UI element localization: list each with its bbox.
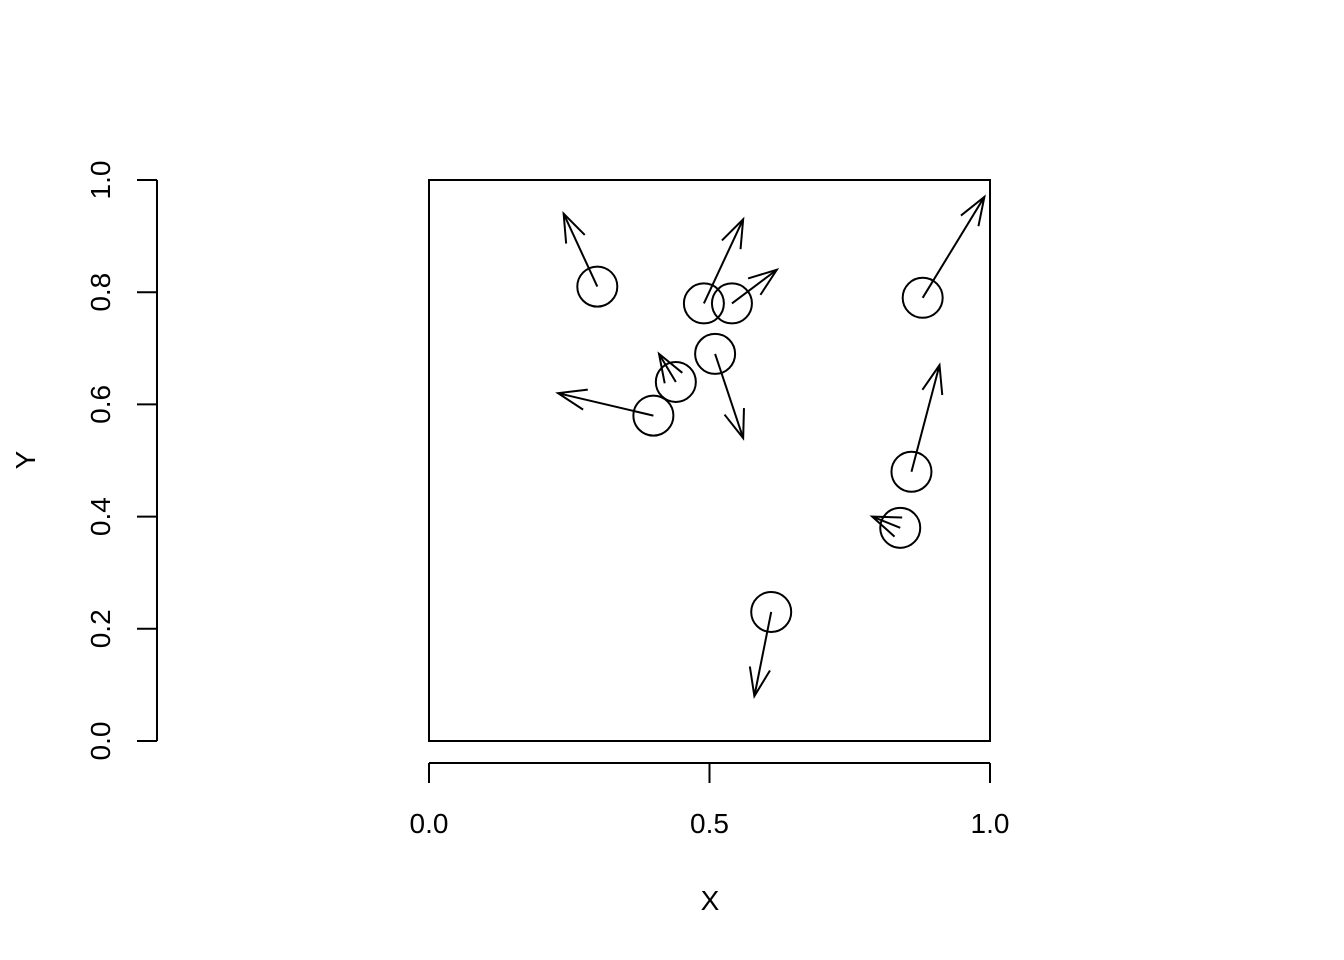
x-axis-title: X	[701, 885, 720, 916]
point-circle	[750, 590, 793, 633]
point-circle	[901, 276, 944, 319]
y-tick-label: 0.0	[85, 722, 116, 761]
arrow-head	[921, 362, 944, 396]
vector-arrow	[702, 218, 745, 304]
x-axis: 0.0 0.5 1.0	[410, 762, 1010, 839]
vector-arrow	[557, 392, 654, 417]
vector-arrow	[921, 196, 986, 299]
point-circle	[694, 332, 737, 375]
y-tick-label: 0.6	[85, 385, 116, 424]
vector-arrow	[871, 515, 901, 529]
point-circle	[576, 265, 619, 308]
y-axis: 0.0 0.2 0.4 0.6 0.8 1.0	[85, 161, 158, 761]
y-tick-label: 1.0	[85, 161, 116, 200]
point-circle	[879, 506, 922, 549]
data-marks	[555, 194, 986, 699]
point-circle	[682, 282, 725, 325]
point-circle	[654, 360, 697, 403]
arrow-head	[723, 408, 745, 441]
y-tick-label: 0.4	[85, 497, 116, 536]
y-axis-title: Y	[10, 450, 41, 469]
y-tick-label: 0.2	[85, 609, 116, 648]
plot-frame	[428, 179, 991, 742]
vector-arrow	[731, 268, 778, 305]
arrow-head	[562, 211, 586, 244]
arrow-head	[748, 666, 771, 699]
arrow-head	[657, 351, 683, 384]
vector-arrow	[714, 353, 745, 439]
vector-arrow	[910, 364, 941, 472]
arrow-head	[960, 194, 986, 227]
arrow-head	[747, 268, 780, 296]
x-tick-label: 0.0	[410, 808, 449, 839]
point-circle	[890, 450, 933, 493]
vector-arrow	[658, 353, 677, 383]
vector-arrow	[562, 213, 599, 288]
vector-arrow	[753, 611, 773, 697]
y-tick-label: 0.8	[85, 273, 116, 312]
arrow-head	[555, 388, 588, 411]
point-circle	[632, 394, 675, 437]
arrow-head	[721, 216, 745, 250]
arrow-head	[869, 515, 903, 538]
point-circle	[710, 282, 753, 325]
x-tick-label: 1.0	[971, 808, 1010, 839]
x-tick-label: 0.5	[690, 808, 729, 839]
